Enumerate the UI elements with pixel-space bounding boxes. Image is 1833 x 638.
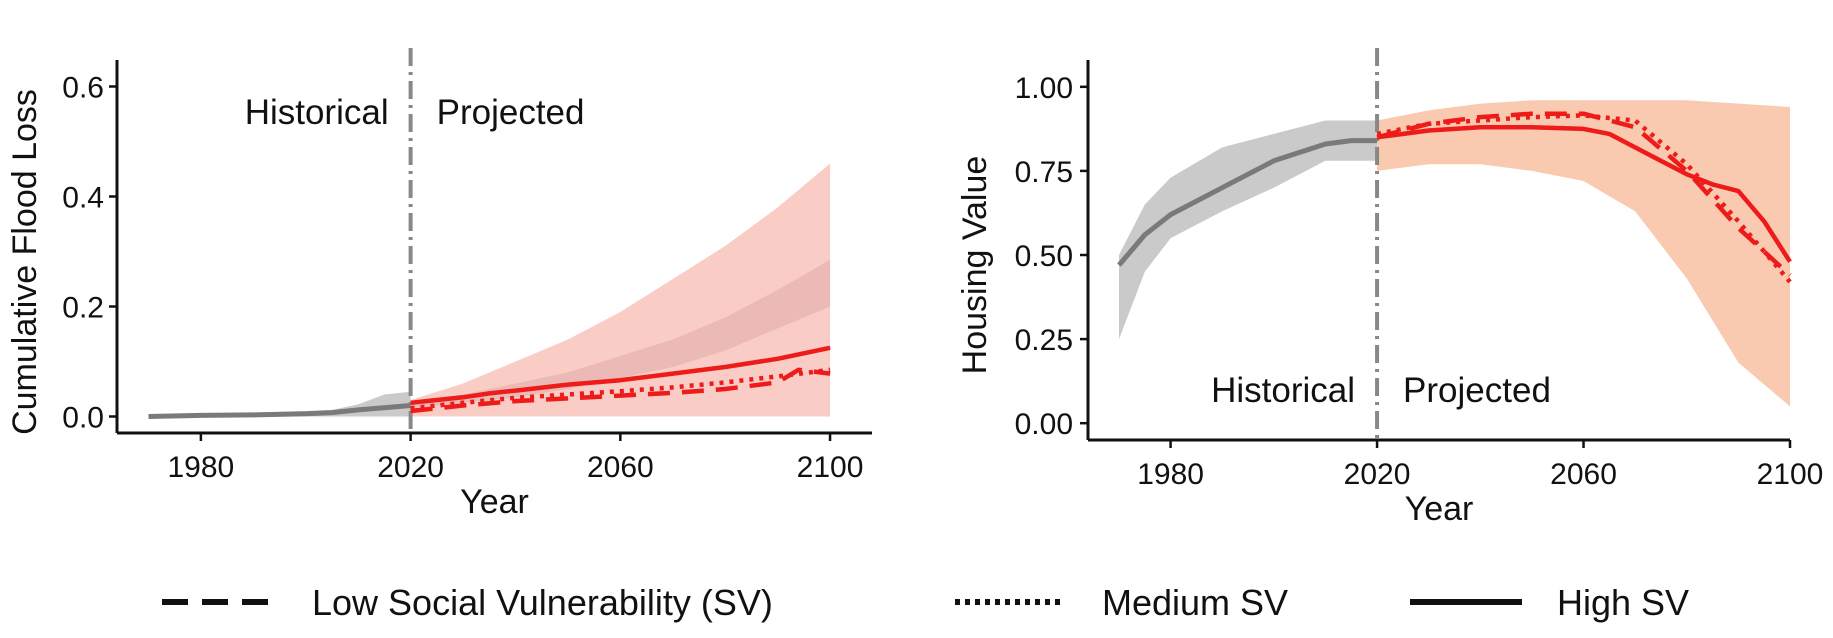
x-tick-label: 2060 xyxy=(1550,458,1617,491)
flood-loss-chart: 1980 2020 2060 2100 0.0 0.2 0.4 0.6 Year Cumulati… xyxy=(6,48,872,521)
region-label-projected: Projected xyxy=(437,93,585,132)
region-label-historical: Historical xyxy=(245,93,389,132)
legend-label-high-sv: High SV xyxy=(1557,582,1689,623)
projected-band-inner xyxy=(410,259,831,409)
y-tick-label: 0.75 xyxy=(1015,156,1073,189)
housing-value-chart: 1980 2020 2060 2100 0.00 0.25 0.50 0.75 1.00 Year… xyxy=(956,48,1823,528)
series-line-high-sv xyxy=(1376,124,1792,263)
legend-label-low-sv: Low Social Vulnerability (SV) xyxy=(312,582,773,623)
x-axis-label: Year xyxy=(460,483,529,521)
series-line-medium-sv xyxy=(410,367,831,411)
y-tick-label: 0.00 xyxy=(1015,408,1073,441)
series-line-high-sv xyxy=(410,345,831,406)
historical-line xyxy=(148,403,411,419)
x-tick-label: 2020 xyxy=(1344,458,1411,491)
y-tick-label: 0.0 xyxy=(62,402,104,435)
y-tick-label: 0.4 xyxy=(62,182,104,215)
legend-label-medium-sv: Medium SV xyxy=(1102,582,1288,623)
historical-band xyxy=(1119,120,1378,340)
projected-band xyxy=(410,163,831,417)
y-tick-label: 0.2 xyxy=(62,292,104,325)
y-axis-label: Housing Value xyxy=(956,156,994,375)
x-tick-label: 1980 xyxy=(168,451,235,484)
x-axis-label: Year xyxy=(1405,490,1474,528)
y-tick-label: 0.25 xyxy=(1015,324,1073,357)
series-line-low-sv xyxy=(1376,111,1792,277)
region-label-historical: Historical xyxy=(1211,371,1355,410)
legend: Low Social Vulnerability (SV) Medium SV … xyxy=(162,582,1689,623)
x-tick-label: 2060 xyxy=(587,451,654,484)
y-tick-label: 1.00 xyxy=(1015,72,1073,105)
x-tick-label: 2100 xyxy=(797,451,864,484)
y-tick-label: 0.6 xyxy=(62,72,104,105)
historical-line xyxy=(1117,138,1378,267)
region-label-projected: Projected xyxy=(1403,371,1551,410)
x-tick-label: 2020 xyxy=(377,451,444,484)
x-tick-label: 2100 xyxy=(1757,458,1824,491)
y-tick-label: 0.50 xyxy=(1015,240,1073,273)
series-line-low-sv xyxy=(410,367,831,414)
x-tick-label: 1980 xyxy=(1137,458,1204,491)
y-axis-label: Cumulative Flood Loss xyxy=(6,89,44,435)
projected-band xyxy=(1377,100,1790,407)
